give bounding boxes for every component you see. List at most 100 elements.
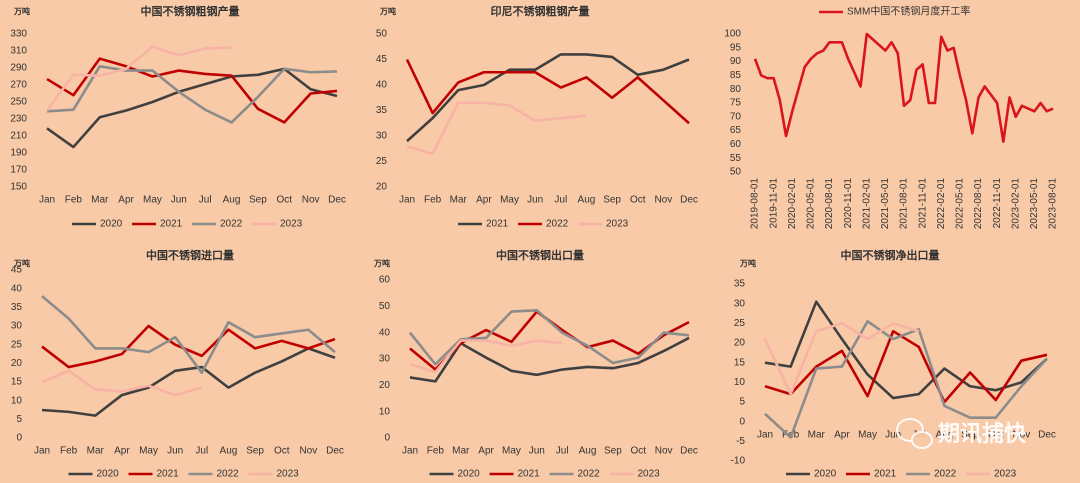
x-tick-label: Sep bbox=[246, 446, 264, 457]
x-tick-label: Nov bbox=[299, 446, 317, 457]
y-tick-label: 60 bbox=[379, 275, 391, 286]
y-tick-label: 5 bbox=[739, 397, 745, 408]
x-tick-label: 2023-08-01 bbox=[1048, 178, 1059, 230]
x-tick-label: Nov bbox=[302, 195, 320, 206]
y-tick-label: 45 bbox=[376, 54, 388, 65]
x-tick-label: Jul bbox=[199, 195, 212, 206]
chart: 印尼不锈钢粗钢产量 万吨 20 25 30 35 40 45 50 Jan Feb Mar Apr May… bbox=[376, 4, 698, 230]
x-tick-label: Jan bbox=[39, 195, 55, 206]
legend-label: 2021 bbox=[157, 469, 180, 480]
x-tick-label: Nov bbox=[655, 446, 673, 457]
x-tick-label: Aug bbox=[223, 195, 241, 206]
y-tick-label: 30 bbox=[11, 321, 23, 332]
x-tick-label: Apr bbox=[834, 429, 850, 440]
y-tick-label: 80 bbox=[730, 84, 742, 95]
x-tick-label: Dec bbox=[1038, 429, 1056, 440]
series-line bbox=[41, 347, 336, 417]
x-tick-label: Dec bbox=[326, 446, 344, 457]
unit-label: 万吨 bbox=[13, 258, 30, 268]
x-tick-label: Oct bbox=[988, 429, 1004, 440]
series-line bbox=[41, 369, 203, 397]
series-line bbox=[405, 58, 690, 125]
x-tick-label: Jan bbox=[34, 446, 50, 457]
y-tick-label: 35 bbox=[11, 302, 23, 313]
x-tick-label: 2021-11-01 bbox=[917, 178, 928, 229]
y-tick-label: 50 bbox=[379, 301, 391, 312]
y-tick-label: 40 bbox=[11, 283, 23, 294]
x-tick-label: Mar bbox=[808, 429, 826, 440]
legend-label: 2022 bbox=[934, 469, 957, 480]
x-tick-label: Feb bbox=[65, 195, 83, 206]
series-line bbox=[406, 101, 587, 156]
series-line bbox=[764, 329, 1048, 404]
y-tick-label: 85 bbox=[730, 70, 742, 81]
x-tick-label: Jul bbox=[554, 195, 567, 206]
y-tick-label: 25 bbox=[734, 318, 746, 329]
y-tick-label: 50 bbox=[730, 167, 742, 178]
x-tick-label: Jun bbox=[885, 429, 901, 440]
y-tick-label: 30 bbox=[379, 354, 391, 365]
x-tick-label: Sep bbox=[961, 429, 979, 440]
x-tick-label: 2022-11-01 bbox=[992, 178, 1003, 229]
x-tick-label: Mar bbox=[91, 195, 109, 206]
y-tick-label: 40 bbox=[376, 80, 388, 91]
x-tick-label: Aug bbox=[220, 446, 238, 457]
y-tick-label: 0 bbox=[16, 433, 22, 444]
series-line bbox=[764, 320, 1048, 439]
y-tick-label: 30 bbox=[734, 298, 746, 309]
y-tick-label: 30 bbox=[376, 131, 388, 142]
y-tick-label: 55 bbox=[730, 153, 742, 164]
series-line bbox=[46, 57, 338, 124]
x-tick-label: Sep bbox=[249, 195, 267, 206]
series-line bbox=[46, 65, 338, 124]
x-tick-label: Aug bbox=[578, 195, 596, 206]
unit-label: 万吨 bbox=[379, 6, 396, 16]
x-tick-label: Feb bbox=[424, 195, 442, 206]
legend-label: 2020 bbox=[100, 219, 123, 230]
chart-title: 中国不锈钢净出口量 bbox=[841, 248, 940, 262]
x-tick-label: Oct bbox=[274, 446, 290, 457]
x-tick-label: 2020-02-01 bbox=[787, 178, 798, 230]
x-tick-label: Dec bbox=[328, 195, 346, 206]
x-tick-label: Mar bbox=[450, 195, 468, 206]
x-tick-label: Jul bbox=[556, 446, 569, 457]
x-tick-label: 2019-11-01 bbox=[768, 178, 779, 229]
y-tick-label: 0 bbox=[739, 416, 745, 427]
legend-label: 2022 bbox=[546, 219, 569, 230]
y-tick-label: 35 bbox=[734, 279, 746, 290]
series-line bbox=[41, 295, 336, 374]
x-tick-label: Apr bbox=[476, 195, 492, 206]
y-tick-label: 75 bbox=[730, 98, 742, 109]
y-tick-label: 60 bbox=[730, 139, 742, 150]
x-tick-label: Jun bbox=[527, 195, 543, 206]
x-tick-label: Jan bbox=[402, 446, 418, 457]
series-line bbox=[45, 45, 232, 112]
x-tick-label: 2020-11-01 bbox=[843, 178, 854, 229]
x-tick-label: Sep bbox=[603, 195, 621, 206]
legend-label: 2020 bbox=[814, 469, 837, 480]
series-line bbox=[41, 324, 336, 369]
x-tick-label: 2020-08-01 bbox=[824, 178, 835, 230]
x-tick-label: May bbox=[139, 446, 158, 457]
legend-label: 2023 bbox=[994, 469, 1017, 480]
y-tick-label: 20 bbox=[376, 182, 388, 193]
legend-label: 2023 bbox=[277, 469, 300, 480]
y-tick-label: 15 bbox=[11, 377, 23, 388]
x-tick-label: Mar bbox=[452, 446, 470, 457]
series-line bbox=[763, 322, 920, 396]
x-tick-label: 2022-02-01 bbox=[936, 178, 947, 230]
y-tick-label: 100 bbox=[724, 29, 741, 40]
series-line bbox=[764, 300, 1048, 400]
y-tick-label: 45 bbox=[11, 265, 23, 276]
y-tick-label: 20 bbox=[379, 380, 391, 391]
chart-title: 印尼不锈钢粗钢产量 bbox=[491, 4, 590, 18]
legend-label: 2020 bbox=[458, 469, 481, 480]
legend-label: 2021 bbox=[486, 219, 509, 230]
x-tick-label: Aug bbox=[579, 446, 597, 457]
watermark-icon bbox=[896, 418, 933, 449]
y-tick-label: 15 bbox=[734, 357, 746, 368]
